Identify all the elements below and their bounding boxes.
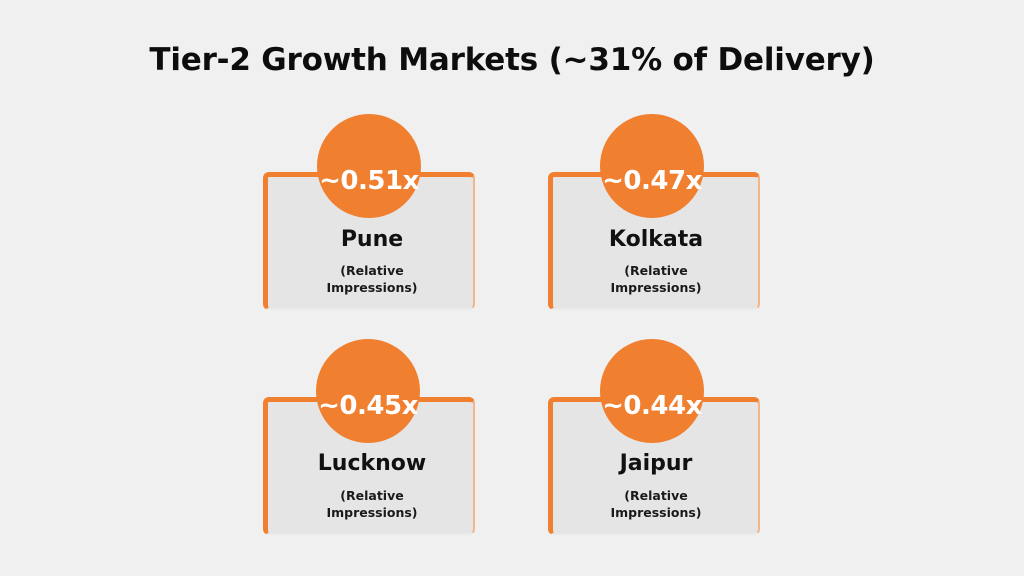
value-badge: ~0.45x (316, 339, 420, 443)
metric-label-line1: (Relative (624, 263, 688, 278)
metric-label-line2: Impressions) (610, 280, 702, 295)
metric-label-line2: Impressions) (326, 280, 418, 295)
metric-label-line2: Impressions) (610, 505, 702, 520)
metric-label: (Relative Impressions) (266, 487, 478, 521)
value-badge: ~0.47x (600, 114, 704, 218)
metric-label: (Relative Impressions) (266, 262, 478, 296)
value-badge: ~0.44x (600, 339, 704, 443)
metric-label-line1: (Relative (340, 263, 404, 278)
page-title: Tier-2 Growth Markets (~31% of Delivery) (149, 42, 875, 78)
metric-label-line1: (Relative (340, 488, 404, 503)
metric-label: (Relative Impressions) (550, 262, 762, 296)
city-name: Jaipur (619, 451, 693, 476)
city-name: Pune (340, 227, 404, 252)
value-badge: ~0.51x (317, 114, 421, 218)
metric-label-line1: (Relative (624, 488, 688, 503)
city-name: Lucknow (317, 451, 427, 476)
metric-label-line2: Impressions) (326, 505, 418, 520)
city-name: Kolkata (608, 227, 704, 252)
metric-label: (Relative Impressions) (550, 487, 762, 521)
